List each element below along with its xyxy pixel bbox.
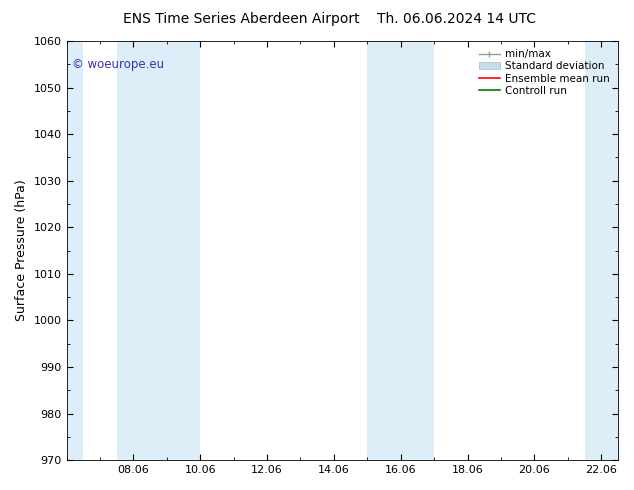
Bar xyxy=(67,41,83,460)
Bar xyxy=(585,41,618,460)
Bar xyxy=(367,41,434,460)
Y-axis label: Surface Pressure (hPa): Surface Pressure (hPa) xyxy=(15,180,28,321)
Text: Th. 06.06.2024 14 UTC: Th. 06.06.2024 14 UTC xyxy=(377,12,536,26)
Text: © woeurope.eu: © woeurope.eu xyxy=(72,58,164,71)
Bar xyxy=(117,41,200,460)
Text: ENS Time Series Aberdeen Airport: ENS Time Series Aberdeen Airport xyxy=(122,12,359,26)
Legend: min/max, Standard deviation, Ensemble mean run, Controll run: min/max, Standard deviation, Ensemble me… xyxy=(476,46,612,99)
